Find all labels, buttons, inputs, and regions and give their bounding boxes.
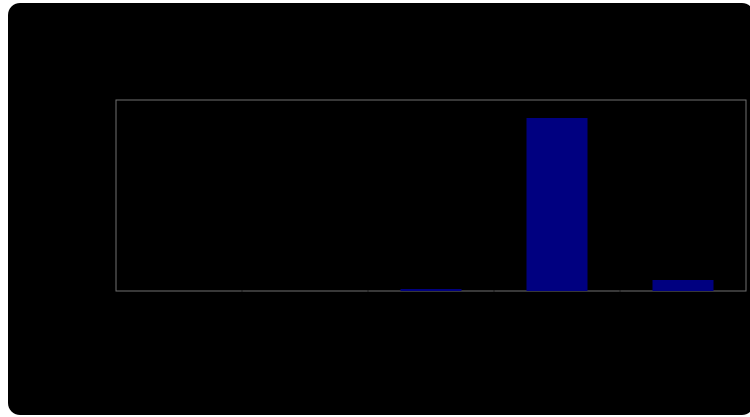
bar-3	[400, 289, 462, 291]
chart-card	[8, 3, 750, 415]
category-separators	[241, 290, 621, 292]
plot-area-frame	[115, 99, 747, 292]
bar-4	[526, 118, 588, 291]
bar-5	[652, 280, 714, 291]
bars-group	[400, 118, 714, 291]
chart-canvas	[115, 99, 747, 292]
